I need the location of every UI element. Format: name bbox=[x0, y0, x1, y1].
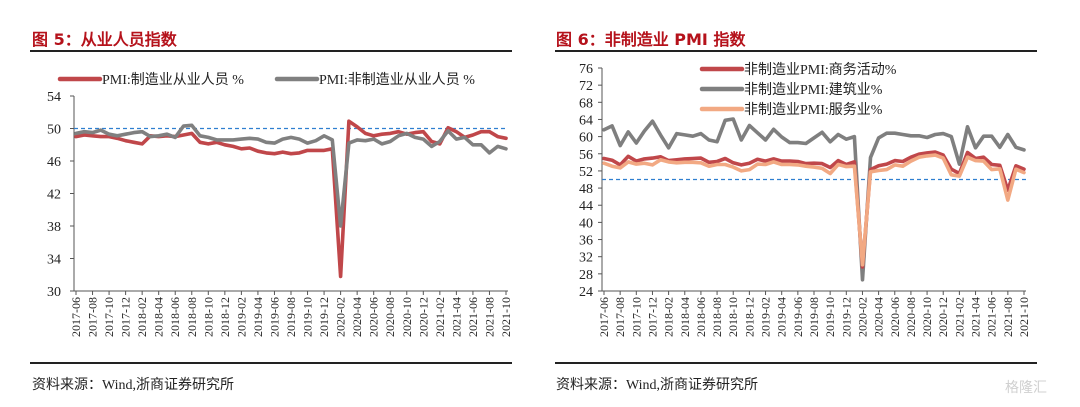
legend-label: PMI:制造业从业人员 % bbox=[102, 72, 244, 88]
x-tick-label: 2020-06 bbox=[367, 297, 381, 337]
x-tick-label: 2020-12 bbox=[416, 297, 430, 337]
x-tick-label: 2018-10 bbox=[726, 297, 740, 337]
y-tick-label: 64 bbox=[579, 113, 593, 128]
x-tick-label: 2017-10 bbox=[629, 297, 643, 337]
series-line bbox=[602, 153, 1026, 267]
y-tick-label: 38 bbox=[47, 220, 61, 235]
y-tick-label: 40 bbox=[579, 216, 593, 231]
x-tick-label: 2021-02 bbox=[952, 297, 966, 337]
x-tick-label: 2021-02 bbox=[433, 297, 447, 337]
x-tick-label: 2020-10 bbox=[400, 297, 414, 337]
x-tick-label: 2017-10 bbox=[102, 297, 116, 337]
x-tick-label: 2018-04 bbox=[152, 297, 166, 337]
y-tick-label: 54 bbox=[47, 90, 61, 105]
x-tick-label: 2017-06 bbox=[597, 297, 611, 337]
figure-5-title: 图 5：从业人员指数 bbox=[32, 30, 177, 49]
y-tick-label: 34 bbox=[47, 253, 61, 268]
y-tick-label: 44 bbox=[579, 199, 593, 214]
figure-6-source: 资料来源：Wind,浙商证券研究所 bbox=[556, 378, 759, 393]
x-tick-label: 2019-06 bbox=[267, 297, 281, 337]
x-tick-label: 2019-02 bbox=[234, 297, 248, 337]
y-tick-label: 46 bbox=[47, 155, 61, 170]
y-tick-label: 48 bbox=[579, 182, 593, 197]
series-line bbox=[602, 150, 1026, 269]
x-tick-label: 2021-10 bbox=[499, 297, 513, 337]
x-tick-label: 2020-10 bbox=[920, 297, 934, 337]
y-tick-label: 28 bbox=[579, 268, 593, 283]
x-tick-label: 2019-10 bbox=[823, 297, 837, 337]
x-tick-label: 2019-02 bbox=[759, 297, 773, 337]
x-tick-label: 2020-02 bbox=[334, 297, 348, 337]
x-tick-label: 2018-02 bbox=[662, 297, 676, 337]
figure-6-top-rule bbox=[555, 50, 1037, 52]
x-tick-label: 2019-04 bbox=[775, 297, 789, 337]
figure-5-chart: 30 34 38 42 46 50 54 2017-06 2017-08 2017-10 2017-… bbox=[47, 72, 513, 337]
y-tick-label: 32 bbox=[579, 251, 593, 266]
x-tick-label: 2019-10 bbox=[301, 297, 315, 337]
x-tick-label: 2020-04 bbox=[350, 297, 364, 337]
y-tick-label: 42 bbox=[47, 188, 61, 203]
x-tick-label: 2021-06 bbox=[466, 297, 480, 337]
legend-label: PMI:非制造业从业人员 % bbox=[319, 72, 475, 88]
figure-6-title: 图 6：非制造业 PMI 指数 bbox=[556, 30, 746, 49]
x-tick-label: 2018-08 bbox=[710, 297, 724, 337]
series-line bbox=[602, 117, 1026, 282]
figure-6-bottom-rule bbox=[555, 362, 1037, 364]
figure-5-bottom-rule bbox=[30, 362, 512, 364]
x-tick-label: 2017-12 bbox=[645, 297, 659, 337]
y-tick-label: 52 bbox=[579, 165, 593, 180]
x-tick-label: 2019-12 bbox=[839, 297, 853, 337]
x-tick-label: 2019-06 bbox=[791, 297, 805, 337]
y-tick-label: 24 bbox=[579, 285, 593, 300]
x-tick-label: 2020-08 bbox=[904, 297, 918, 337]
x-tick-label: 2019-08 bbox=[284, 297, 298, 337]
series-line bbox=[74, 123, 508, 228]
x-tick-label: 2018-12 bbox=[742, 297, 756, 337]
x-tick-label: 2021-08 bbox=[482, 297, 496, 337]
x-tick-label: 2019-04 bbox=[251, 297, 265, 337]
y-tick-label: 30 bbox=[47, 285, 61, 300]
x-tick-label: 2021-04 bbox=[969, 297, 983, 337]
x-tick-label: 2017-08 bbox=[86, 297, 100, 337]
x-tick-label: 2021-10 bbox=[1017, 297, 1031, 337]
x-tick-label: 2017-12 bbox=[119, 297, 133, 337]
y-tick-label: 68 bbox=[579, 96, 593, 111]
x-tick-label: 2018-06 bbox=[168, 297, 182, 337]
x-tick-label: 2020-04 bbox=[872, 297, 886, 337]
figure-5-source: 资料来源：Wind,浙商证券研究所 bbox=[32, 378, 235, 393]
series-line bbox=[74, 119, 508, 279]
legend-label: 非制造业PMI:建筑业% bbox=[744, 82, 883, 98]
x-tick-label: 2017-08 bbox=[613, 297, 627, 337]
legend-label: 非制造业PMI:服务业% bbox=[744, 102, 883, 118]
x-tick-label: 2018-06 bbox=[694, 297, 708, 337]
x-tick-label: 2021-08 bbox=[1001, 297, 1015, 337]
watermark-logo: 格隆汇 bbox=[1005, 380, 1047, 396]
x-tick-label: 2017-06 bbox=[69, 297, 83, 337]
x-tick-label: 2019-08 bbox=[807, 297, 821, 337]
x-tick-label: 2021-04 bbox=[449, 297, 463, 337]
x-tick-label: 2018-02 bbox=[135, 297, 149, 337]
figure-6-panel: 图 6：非制造业 PMI 指数 24 28 32 36 40 44 48 52 56 60 64 68… bbox=[540, 0, 1080, 407]
y-tick-label: 56 bbox=[579, 148, 593, 163]
x-tick-label: 2020-08 bbox=[383, 297, 397, 337]
x-tick-label: 2018-08 bbox=[185, 297, 199, 337]
x-tick-label: 2021-06 bbox=[985, 297, 999, 337]
x-tick-label: 2018-12 bbox=[218, 297, 232, 337]
figure-5-top-rule bbox=[30, 50, 512, 52]
x-tick-label: 2020-12 bbox=[936, 297, 950, 337]
x-tick-label: 2020-02 bbox=[855, 297, 869, 337]
x-tick-label: 2018-10 bbox=[201, 297, 215, 337]
figure-5-panel: 图 5：从业人员指数 30 34 38 42 46 50 54 2017-06 2017-08 2… bbox=[30, 30, 513, 393]
y-tick-label: 50 bbox=[47, 123, 61, 138]
legend-label: 非制造业PMI:商务活动% bbox=[744, 62, 897, 78]
y-tick-label: 72 bbox=[579, 79, 593, 94]
y-tick-label: 60 bbox=[579, 131, 593, 146]
x-tick-label: 2019-12 bbox=[317, 297, 331, 337]
x-tick-label: 2020-06 bbox=[888, 297, 902, 337]
x-tick-label: 2018-04 bbox=[678, 297, 692, 337]
y-tick-label: 76 bbox=[579, 62, 593, 77]
y-tick-label: 36 bbox=[579, 234, 593, 249]
